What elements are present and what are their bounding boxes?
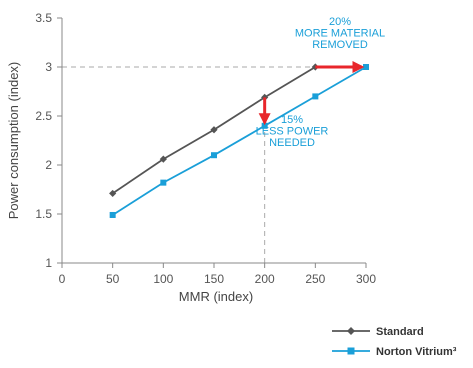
reference-lines (62, 67, 315, 263)
legend-label: Norton Vitrium³ (376, 346, 457, 358)
data-point (110, 212, 116, 218)
data-point (363, 64, 369, 70)
x-tick-label: 100 (153, 272, 173, 286)
y-tick-label: 1 (45, 256, 52, 270)
annotation-text: MORE MATERIAL (295, 28, 385, 40)
x-tick-label: 0 (59, 272, 66, 286)
legend-label: Standard (376, 326, 424, 338)
data-point (160, 180, 166, 186)
annotation-text: LESS POWER (256, 126, 329, 138)
y-tick-label: 1.5 (35, 207, 52, 221)
annotation-text: 20% (329, 16, 351, 28)
y-tick-label: 3 (45, 60, 52, 74)
series (109, 63, 369, 218)
x-tick-label: 200 (255, 272, 275, 286)
series-1 (110, 64, 369, 218)
y-tick-label: 3.5 (35, 11, 52, 25)
y-tick-label: 2.5 (35, 109, 52, 123)
x-axis-title: MMR (index) (179, 289, 253, 304)
series-line (113, 67, 366, 215)
annotation-text: NEEDED (269, 137, 315, 149)
data-point (211, 152, 217, 158)
legend: Standard Norton Vitrium³ (332, 326, 457, 358)
legend-marker (348, 348, 355, 355)
data-point (312, 93, 318, 99)
x-tick-label: 300 (356, 272, 376, 286)
legend-item-0: Standard (332, 326, 424, 338)
y-axis-title: Power consumption (index) (6, 62, 21, 220)
legend-item-1: Norton Vitrium³ (332, 346, 457, 358)
annotation-text: REMOVED (312, 39, 368, 51)
legend-marker (347, 327, 355, 335)
axes (62, 18, 366, 263)
y-tick-label: 2 (45, 158, 52, 172)
tick-labels: 1 1.5 2 2.5 3 3.5 0 50 100 150 200 250 300 (35, 11, 376, 286)
x-tick-label: 250 (305, 272, 325, 286)
x-tick-label: 150 (204, 272, 224, 286)
x-tick-label: 50 (106, 272, 120, 286)
annotation-text: 15% (281, 114, 303, 126)
